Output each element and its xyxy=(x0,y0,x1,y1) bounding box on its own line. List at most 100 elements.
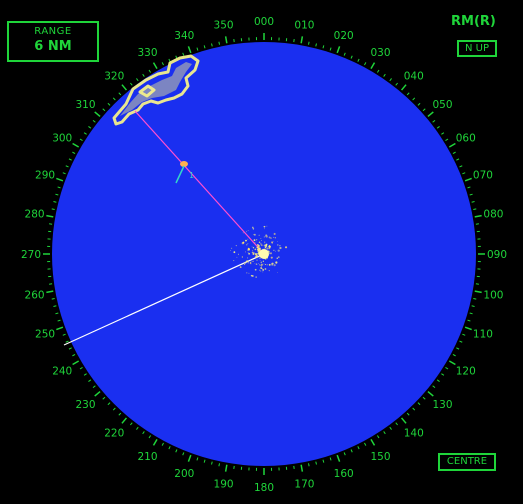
bearing-tick xyxy=(92,385,96,388)
clutter-dot xyxy=(233,251,236,254)
bearing-tick xyxy=(300,36,304,44)
bearing-label-150: 150 xyxy=(370,451,390,463)
bearing-label-200: 200 xyxy=(174,468,194,480)
clutter-dot xyxy=(255,276,257,278)
clutter-dot xyxy=(254,263,256,264)
clutter-dot xyxy=(241,263,243,265)
clutter-dot xyxy=(258,264,260,265)
clutter-dot xyxy=(277,249,280,252)
bearing-label-100: 100 xyxy=(483,289,503,301)
bearing-tick xyxy=(383,73,386,77)
bearing-tick xyxy=(121,84,128,91)
clutter-dot xyxy=(248,272,250,274)
bearing-label-240: 240 xyxy=(52,366,72,378)
bearing-tick xyxy=(94,390,101,397)
centre-button[interactable]: CENTRE xyxy=(438,453,496,471)
bearing-tick xyxy=(370,438,376,446)
ebl-bearing-line[interactable] xyxy=(134,110,265,255)
bearing-label-160: 160 xyxy=(334,468,354,480)
bearing-tick xyxy=(412,97,416,101)
bearing-tick xyxy=(471,201,475,203)
clutter-dot xyxy=(254,268,257,271)
clutter-dot xyxy=(230,250,231,251)
bearing-tick xyxy=(142,431,145,435)
clutter-dot xyxy=(257,247,260,250)
bearing-tick xyxy=(218,463,220,467)
bearing-label-130: 130 xyxy=(432,399,452,411)
bearing-tick xyxy=(94,111,101,118)
bearing-tick xyxy=(336,454,341,462)
bearing-label-290: 290 xyxy=(35,169,55,181)
bearing-tick xyxy=(56,326,64,331)
bearing-label-140: 140 xyxy=(404,427,424,439)
clutter-dot xyxy=(254,248,257,251)
bearing-label-270: 270 xyxy=(21,249,41,261)
bearing-tick xyxy=(322,459,325,463)
bearing-tick xyxy=(406,92,410,96)
bearing-tick xyxy=(467,319,471,322)
bearing-tick xyxy=(427,390,434,397)
bearing-tick xyxy=(462,333,466,336)
clutter-dot xyxy=(251,252,252,253)
bearing-label-300: 300 xyxy=(52,133,72,145)
coastline-echo-fill xyxy=(120,62,192,116)
clutter-dot xyxy=(242,241,245,244)
clutter-dot xyxy=(277,241,278,242)
clutter-dot xyxy=(275,261,278,264)
bearing-tick xyxy=(152,62,158,70)
clutter-dot xyxy=(268,245,271,248)
bearing-scale-ticks xyxy=(43,33,485,475)
bearing-tick xyxy=(315,43,317,47)
clutter-dot xyxy=(247,252,249,254)
target-1[interactable]: 1 xyxy=(175,161,194,184)
bearing-tick xyxy=(152,438,158,446)
clutter-dot xyxy=(237,253,239,255)
clutter-dot xyxy=(250,264,252,266)
bearing-tick xyxy=(62,333,66,336)
clutter-dot xyxy=(246,231,247,233)
clutter-dot xyxy=(279,245,281,247)
bearing-tick xyxy=(62,172,66,175)
clutter-dot xyxy=(251,226,254,229)
bearing-tick xyxy=(148,435,152,439)
bearing-tick xyxy=(459,165,463,168)
bearing-tick xyxy=(72,151,76,154)
clutter-dot xyxy=(268,270,270,272)
bearing-tick xyxy=(364,62,367,66)
clutter-dot xyxy=(268,263,271,266)
clutter-dot xyxy=(252,251,254,254)
clutter-dot xyxy=(247,257,249,259)
bearing-tick xyxy=(168,58,171,62)
bearing-tick xyxy=(211,43,213,47)
bearing-tick xyxy=(182,52,185,56)
bearing-tick xyxy=(448,142,456,148)
bearing-tick xyxy=(112,407,116,411)
bearing-tick xyxy=(187,46,192,54)
bearing-tick xyxy=(445,366,449,370)
bearing-label-250: 250 xyxy=(35,329,55,341)
clutter-dot xyxy=(266,247,269,250)
range-box[interactable]: RANGE 6 NM xyxy=(7,21,99,62)
bearing-tick xyxy=(422,396,426,400)
clutter-dot xyxy=(252,250,253,252)
clutter-dot xyxy=(255,256,258,258)
bearing-label-050: 050 xyxy=(432,99,452,111)
bearing-tick xyxy=(203,45,206,49)
bearing-label-220: 220 xyxy=(104,427,124,439)
motion-mode-label[interactable]: RM(R) xyxy=(451,14,496,29)
bearing-tick xyxy=(72,142,80,148)
clutter-dot xyxy=(258,234,260,236)
bearing-tick xyxy=(469,312,473,315)
clutter-dot xyxy=(265,243,268,246)
clutter-dot xyxy=(279,246,282,250)
bearing-tick xyxy=(441,373,445,376)
bearing-tick xyxy=(130,422,133,426)
clutter-dot xyxy=(265,264,267,266)
bearing-tick xyxy=(118,412,122,416)
bearing-tick xyxy=(389,426,392,430)
bearing-tick xyxy=(130,82,133,86)
orientation-button[interactable]: N UP xyxy=(457,40,497,57)
clutter-dot xyxy=(270,237,272,239)
bearing-tick xyxy=(357,446,360,450)
clutter-dot xyxy=(255,263,258,265)
